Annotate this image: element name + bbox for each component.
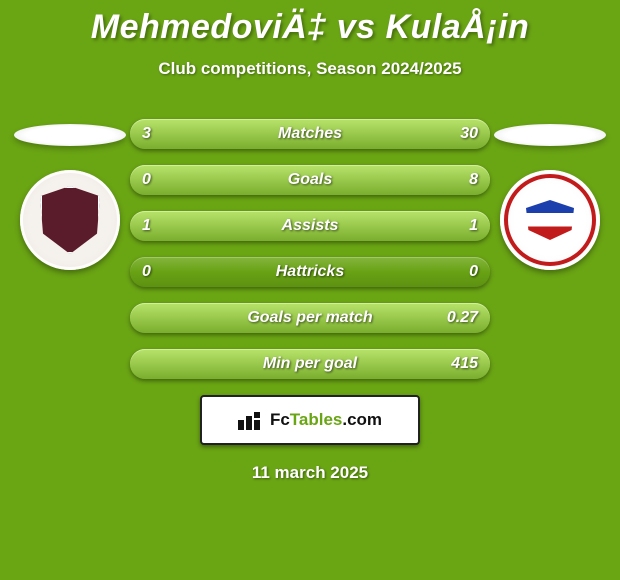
date-label: 11 march 2025 bbox=[0, 463, 620, 483]
stat-value-right: 1 bbox=[469, 211, 478, 241]
stat-label: Hattricks bbox=[130, 257, 490, 287]
stat-value-right: 8 bbox=[469, 165, 478, 195]
stat-value-right: 0.27 bbox=[447, 303, 478, 333]
stat-value-right: 0 bbox=[469, 257, 478, 287]
halo-ellipse bbox=[14, 124, 126, 146]
stat-row: Min per goal415 bbox=[130, 349, 490, 379]
brand-part-tables: Tables bbox=[290, 410, 343, 429]
stat-label: Goals bbox=[130, 165, 490, 195]
stat-label: Goals per match bbox=[130, 303, 490, 333]
subtitle: Club competitions, Season 2024/2025 bbox=[0, 59, 620, 79]
stat-row: Goals per match0.27 bbox=[130, 303, 490, 333]
left-team-crest-icon bbox=[20, 170, 120, 270]
stat-row: 0Hattricks0 bbox=[130, 257, 490, 287]
comparison-card: MehmedoviÄ‡ vs KulaÅ¡in Club competition… bbox=[0, 0, 620, 580]
stat-value-right: 30 bbox=[460, 119, 478, 149]
stat-rows-container: 3Matches300Goals81Assists10Hattricks0Goa… bbox=[130, 119, 490, 379]
right-team-badge bbox=[500, 170, 600, 270]
stat-value-right: 415 bbox=[451, 349, 478, 379]
page-title: MehmedoviÄ‡ vs KulaÅ¡in bbox=[0, 8, 620, 47]
brand-part-suffix: .com bbox=[342, 410, 382, 429]
left-team-badge bbox=[20, 170, 120, 270]
brand-part-fc: Fc bbox=[270, 410, 290, 429]
brand-badge[interactable]: FcTables.com bbox=[200, 395, 420, 445]
stat-label: Min per goal bbox=[130, 349, 490, 379]
brand-text: FcTables.com bbox=[270, 410, 382, 430]
stat-row: 1Assists1 bbox=[130, 211, 490, 241]
bars-icon bbox=[238, 410, 262, 430]
stat-row: 0Goals8 bbox=[130, 165, 490, 195]
halo-ellipse bbox=[494, 124, 606, 146]
right-team-crest-icon bbox=[500, 170, 600, 270]
stat-row: 3Matches30 bbox=[130, 119, 490, 149]
stat-label: Matches bbox=[130, 119, 490, 149]
stat-label: Assists bbox=[130, 211, 490, 241]
